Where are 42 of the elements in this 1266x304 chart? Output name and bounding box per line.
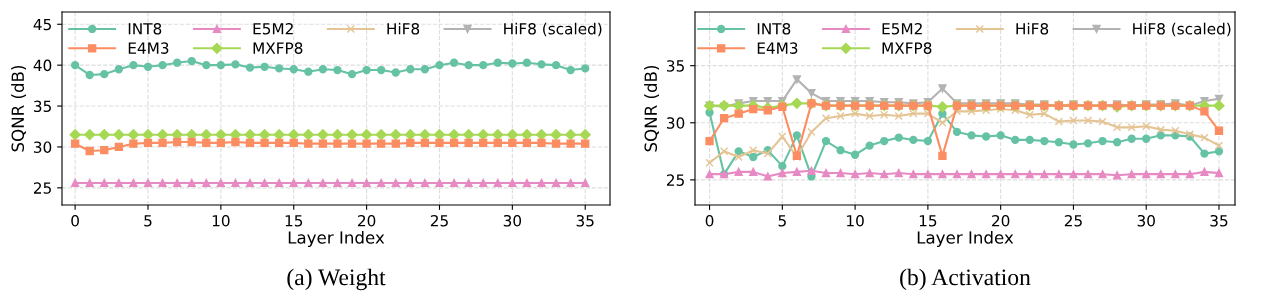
legend-label: MXFP8 — [253, 42, 303, 54]
legend-label: HiF8 — [1016, 22, 1049, 35]
x-tick-label: 20 — [358, 214, 376, 227]
y-tick-label: 35 — [667, 60, 684, 72]
x-tick-label: 30 — [1137, 214, 1155, 227]
legend-label: E5M2 — [882, 22, 922, 35]
y-tick-label: 40 — [33, 59, 52, 72]
x-tick-label: 25 — [430, 214, 448, 227]
legend-label: E5M2 — [253, 22, 293, 35]
y-tick-label: 30 — [34, 141, 52, 153]
x-tick-label: 10 — [847, 214, 864, 227]
x-tick-label: 15 — [285, 215, 303, 227]
x-tick-label: 5 — [778, 215, 786, 227]
y-axis-title: SQNR (dB) — [644, 65, 660, 152]
x-tick-label: 25 — [1064, 214, 1082, 227]
x-tick-label: 35 — [1210, 214, 1228, 227]
x-tick-label: 10 — [212, 214, 230, 227]
x-tick-label: 0 — [71, 214, 79, 227]
text: (b) Activation — [900, 268, 1031, 291]
y-tick-label: 25 — [33, 182, 51, 194]
legend-label: INT8 — [128, 22, 162, 35]
text: (a) Weight — [287, 268, 386, 291]
legend-label: HiF8 (scaled) — [1133, 22, 1231, 37]
x-tick-label: 15 — [919, 215, 937, 227]
x-tick-label: 35 — [576, 214, 594, 227]
legend-label: MXFP8 — [882, 42, 932, 54]
legend-label: HiF8 (scaled) — [504, 22, 602, 37]
y-axis-title: SQNR (dB) — [11, 65, 27, 152]
legend-label: HiF8 — [387, 22, 420, 35]
legend-label: E4M3 — [757, 42, 798, 54]
x-axis-title: Layer Index — [288, 230, 385, 248]
x-tick-label: 0 — [705, 214, 714, 227]
x-tick-label: 5 — [144, 215, 152, 227]
y-tick-label: 45 — [33, 18, 51, 31]
x-tick-label: 20 — [992, 214, 1010, 227]
y-tick-label: 35 — [34, 100, 51, 113]
y-tick-label: 30 — [667, 117, 685, 129]
legend-label: INT8 — [757, 22, 791, 35]
x-tick-label: 30 — [503, 214, 522, 227]
y-tick-label: 25 — [666, 174, 684, 186]
legend-label: E4M3 — [128, 42, 169, 54]
x-axis-title: Layer Index — [917, 230, 1014, 248]
